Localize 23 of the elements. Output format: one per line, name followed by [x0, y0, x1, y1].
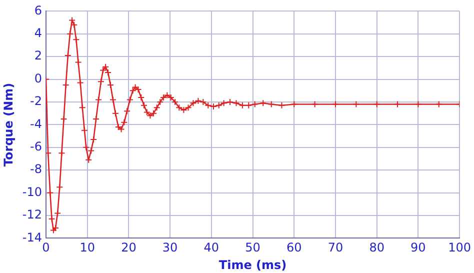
- y-tick-label: -14: [22, 230, 42, 244]
- x-tick-label: 50: [245, 240, 260, 255]
- y-tick-label: -8: [30, 162, 42, 176]
- x-tick-label: 20: [121, 240, 136, 255]
- x-tick-label: 30: [162, 240, 178, 255]
- y-axis-title: Torque (Nm): [1, 82, 16, 167]
- y-tick-label: -10: [22, 184, 42, 199]
- y-tick-label: -4: [30, 116, 42, 131]
- x-tick-label: 70: [328, 240, 344, 255]
- y-tick-label: -6: [30, 140, 42, 154]
- x-tick-label: 60: [286, 240, 302, 255]
- y-tick-label: 2: [34, 48, 42, 63]
- y-tick-label: 0: [34, 71, 42, 86]
- x-tick-label: 90: [410, 240, 426, 255]
- x-tick-label: 100: [448, 240, 471, 255]
- y-tick-label: -2: [30, 94, 42, 108]
- x-tick-label: 80: [369, 240, 384, 255]
- x-axis-title: Time (ms): [218, 258, 287, 272]
- y-tick-label: 4: [34, 26, 42, 40]
- x-tick-label: 40: [204, 240, 220, 255]
- y-tick-label: 6: [34, 3, 42, 18]
- y-tick-label: -12: [22, 208, 42, 222]
- x-tick-label: 10: [80, 240, 95, 255]
